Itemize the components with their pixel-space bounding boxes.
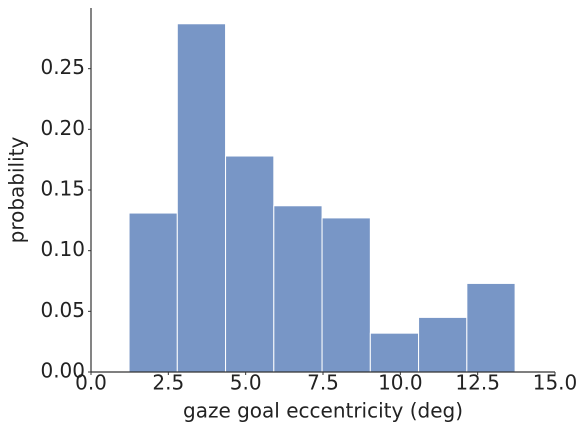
y-tick-label: 0.15 [40, 177, 85, 201]
y-axis-label: probability [5, 136, 29, 243]
bar [321, 217, 371, 373]
y-tick-label: 0.00 [40, 359, 85, 383]
y-tick-label: 0.20 [40, 116, 85, 140]
x-axis-label: gaze goal eccentricity (deg) [183, 399, 463, 423]
y-tick-label: 0.25 [40, 55, 85, 79]
bar [466, 282, 516, 373]
bar [128, 212, 178, 373]
y-tick-label: 0.10 [40, 237, 85, 261]
bar [176, 23, 227, 373]
y-tick-label: 0.05 [40, 298, 85, 322]
bar [225, 155, 275, 373]
bar [273, 205, 323, 373]
bar [418, 316, 468, 373]
bar [369, 332, 420, 373]
